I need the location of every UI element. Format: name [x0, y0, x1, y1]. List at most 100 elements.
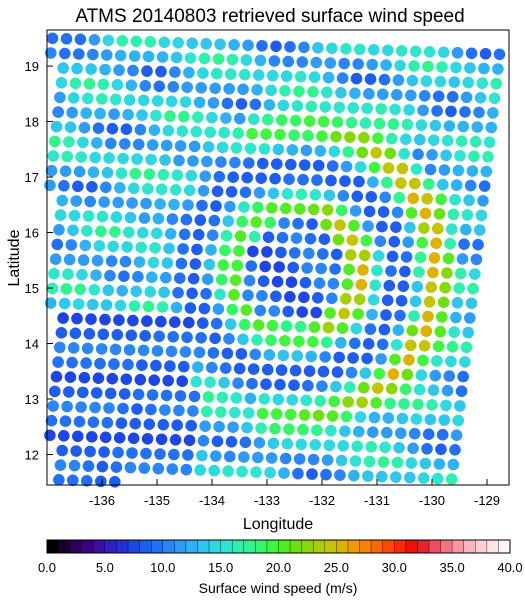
wind-footprint	[188, 140, 201, 153]
colorbar-swatch	[498, 540, 511, 553]
scatter-points	[44, 32, 506, 488]
wind-footprint	[373, 117, 386, 130]
wind-footprint	[384, 397, 396, 410]
wind-footprint	[120, 123, 133, 135]
wind-footprint	[293, 85, 305, 98]
wind-footprint	[98, 446, 110, 458]
wind-footprint	[419, 457, 432, 470]
wind-footprint	[351, 190, 364, 203]
wind-footprint	[183, 184, 196, 197]
wind-footprint	[63, 136, 75, 148]
wind-footprint	[321, 336, 333, 349]
wind-footprint	[340, 410, 353, 423]
wind-footprint	[104, 269, 116, 282]
wind-footprint	[323, 439, 336, 452]
wind-footprint	[344, 131, 356, 143]
wind-footprint	[312, 42, 324, 54]
wind-footprint	[143, 168, 156, 180]
wind-footprint	[172, 287, 184, 299]
wind-footprint	[118, 388, 131, 400]
wind-footprint	[128, 300, 141, 312]
wind-footprint	[340, 160, 353, 173]
wind-footprint	[434, 325, 447, 338]
wind-footprint	[145, 153, 157, 166]
wind-footprint	[275, 114, 288, 126]
wind-footprint	[439, 281, 452, 294]
wind-footprint	[142, 300, 155, 313]
wind-footprint	[436, 428, 449, 441]
wind-footprint	[279, 452, 292, 465]
wind-footprint	[266, 319, 279, 332]
wind-footprint	[175, 257, 188, 270]
wind-footprint	[213, 170, 226, 183]
wind-footprint	[447, 208, 460, 221]
wind-footprint	[218, 126, 230, 139]
wind-footprint	[137, 94, 150, 107]
wind-footprint	[334, 469, 346, 481]
colorbar-swatch	[394, 540, 407, 553]
wind-footprint	[263, 349, 276, 361]
wind-footprint	[403, 104, 415, 116]
wind-footprint	[400, 251, 413, 263]
wind-footprint	[197, 67, 209, 79]
wind-footprint	[431, 472, 444, 485]
wind-footprint	[338, 57, 351, 70]
wind-footprint	[295, 188, 308, 201]
colorbar-swatch	[255, 540, 268, 553]
wind-footprint	[416, 236, 429, 249]
wind-footprint	[399, 265, 411, 278]
wind-footprint	[395, 295, 408, 307]
wind-footprint	[285, 158, 297, 171]
wind-footprint	[310, 306, 323, 319]
wind-footprint	[265, 84, 277, 97]
wind-footprint	[144, 286, 156, 298]
wind-footprint	[212, 53, 225, 65]
wind-footprint	[68, 459, 81, 472]
wind-footprint	[146, 139, 159, 151]
wind-footprint	[435, 193, 447, 206]
wind-footprint	[393, 192, 406, 204]
wind-footprint	[398, 398, 410, 410]
wind-footprint	[169, 316, 181, 328]
wind-footprint	[122, 358, 134, 371]
wind-footprint	[93, 240, 106, 252]
wind-footprint	[277, 349, 290, 362]
wind-footprint	[128, 50, 141, 62]
wind-footprint	[395, 427, 407, 440]
wind-footprint	[396, 412, 409, 425]
wind-footprint	[384, 147, 397, 160]
wind-footprint	[476, 77, 489, 89]
wind-footprint	[126, 197, 138, 209]
wind-footprint	[387, 368, 400, 380]
wind-footprint	[112, 446, 124, 459]
wind-footprint	[60, 283, 73, 295]
wind-footprint	[95, 225, 107, 238]
wind-footprint	[169, 184, 182, 196]
wind-footprint	[179, 346, 192, 358]
wind-footprint	[115, 167, 128, 179]
wind-footprint	[284, 408, 297, 421]
wind-footprint	[298, 159, 311, 171]
wind-footprint	[53, 224, 65, 236]
wind-footprint	[448, 76, 461, 88]
wind-footprint	[227, 421, 239, 434]
wind-footprint	[378, 73, 391, 86]
wind-footprint	[404, 471, 416, 484]
wind-footprint	[387, 118, 400, 130]
colorbar-swatch	[151, 540, 164, 553]
wind-footprint	[151, 95, 164, 107]
wind-footprint	[451, 297, 464, 309]
wind-footprint	[399, 383, 412, 396]
wind-footprint	[74, 283, 87, 296]
wind-footprint	[409, 295, 422, 308]
wind-footprint	[258, 143, 271, 155]
wind-footprint	[184, 302, 197, 314]
wind-footprint	[347, 102, 360, 114]
wind-footprint	[203, 258, 216, 271]
wind-footprint	[116, 285, 128, 297]
wind-footprint	[330, 248, 343, 261]
wind-footprint	[400, 133, 412, 145]
wind-footprint	[97, 78, 110, 91]
wind-footprint	[96, 460, 109, 473]
wind-footprint	[122, 108, 134, 121]
